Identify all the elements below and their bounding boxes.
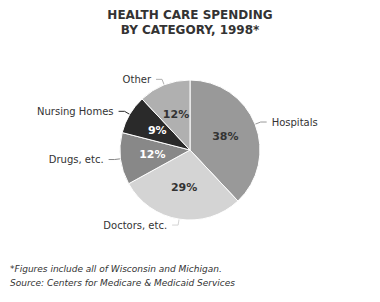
svg-text:BY CATEGORY, 1998*: BY CATEGORY, 1998* [121, 23, 260, 37]
svg-text:Doctors, etc.: Doctors, etc. [103, 220, 167, 231]
svg-text:HEALTH CARE SPENDING: HEALTH CARE SPENDING [107, 8, 272, 22]
svg-text:29%: 29% [171, 181, 197, 194]
svg-text:*Figures include all of Wiscon: *Figures include all of Wisconsin and Mi… [10, 264, 222, 274]
svg-text:Drugs, etc.: Drugs, etc. [49, 154, 104, 165]
svg-text:38%: 38% [212, 130, 238, 143]
svg-text:Other: Other [123, 74, 152, 85]
svg-text:Hospitals: Hospitals [272, 117, 318, 128]
svg-text:Nursing Homes: Nursing Homes [37, 106, 114, 117]
svg-text:12%: 12% [139, 148, 165, 161]
svg-text:12%: 12% [163, 108, 189, 121]
svg-text:Source: Centers for Medicare &: Source: Centers for Medicare & Medicaid … [10, 278, 235, 288]
svg-text:9%: 9% [148, 124, 167, 137]
